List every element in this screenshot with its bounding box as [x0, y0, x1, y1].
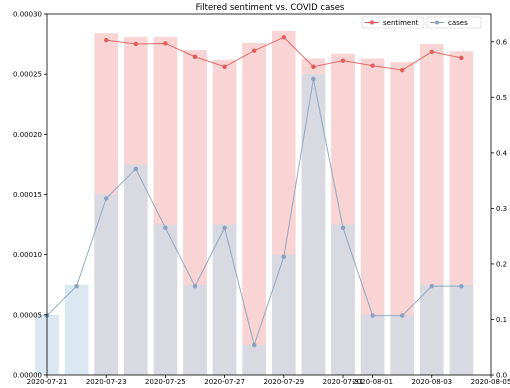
x-tick-label-1: 2020-07-23	[86, 378, 127, 386]
x-tick-label-5: 2020-07-31	[323, 378, 364, 386]
legend-label-sentiment: sentiment	[383, 19, 419, 27]
x-tick-label-8: 2020-08-05	[471, 378, 510, 386]
right-tick-label-1: 0.1	[496, 316, 507, 324]
chart-title: Filtered sentiment vs. COVID cases	[196, 3, 345, 13]
point-cases-9	[311, 76, 316, 82]
point-cases-11	[370, 313, 375, 318]
left-y-axis: 0.00000 0.00005 0.00010 0.00015 0.00020 0.000…	[13, 11, 47, 380]
left-tick-label-2: 0.00010	[13, 251, 42, 259]
bar-blue-6	[212, 224, 237, 375]
point-sentiment-0	[104, 37, 109, 43]
x-tick-label-3: 2020-07-27	[204, 378, 245, 386]
point-cases-7	[252, 342, 257, 348]
legend-marker-sentiment	[370, 20, 374, 25]
point-sentiment-8	[340, 58, 346, 63]
right-tick-label-5: 0.5	[496, 94, 507, 102]
left-tick-label-0: 0.00000	[13, 372, 42, 380]
legend-label-cases: cases	[448, 19, 468, 27]
point-sentiment-5	[252, 48, 257, 53]
point-sentiment-10	[400, 67, 405, 73]
point-cases-2	[104, 196, 109, 201]
x-tick-label-6: 2020-08-01	[352, 378, 393, 386]
right-tick-label-2: 0.2	[496, 260, 507, 268]
point-cases-13	[429, 283, 434, 289]
point-sentiment-2	[163, 41, 168, 46]
point-sentiment-4	[222, 64, 227, 69]
point-sentiment-6	[281, 35, 286, 40]
point-cases-5	[192, 283, 198, 289]
bar-blue-2	[94, 194, 119, 375]
lines-layer	[44, 35, 464, 348]
left-tick-label-4: 0.00020	[13, 131, 42, 139]
point-sentiment-9	[370, 63, 375, 68]
bar-blue-3	[123, 164, 148, 375]
bars-layer	[35, 30, 474, 376]
legend-box-cases	[426, 16, 482, 29]
left-tick-label-5: 0.00025	[13, 71, 42, 79]
x-tick-label-4: 2020-07-29	[263, 378, 304, 386]
right-y-axis: 0.0 0.1 0.2 0.3 0.4 0.5 0.6	[491, 38, 508, 380]
point-cases-3	[133, 166, 138, 172]
bar-blue-11	[360, 314, 385, 375]
left-tick-label-6: 0.00030	[13, 11, 42, 19]
bar-blue-10	[331, 224, 355, 375]
bar-blue-9	[301, 74, 326, 376]
x-tick-label-7: 2020-08-03	[411, 378, 452, 386]
bar-blue-14	[449, 284, 474, 375]
bar-pink-5	[242, 42, 267, 375]
legend: sentiment cases	[361, 16, 482, 29]
point-sentiment-11	[429, 49, 434, 54]
x-axis: 2020-07-21 2020-07-23 2020-07-25 2020-07-27…	[27, 375, 510, 386]
bar-blue-4	[153, 224, 178, 375]
point-sentiment-12	[459, 55, 464, 61]
x-tick-label-2: 2020-07-25	[145, 378, 186, 386]
bar-blue-12	[390, 314, 415, 375]
legend-box-sentiment	[361, 16, 425, 29]
bar-blue-13	[419, 284, 444, 375]
right-tick-label-0: 0.0	[496, 372, 507, 380]
legend-marker-cases	[435, 20, 439, 25]
point-cases-10	[340, 225, 346, 231]
right-tick-label-6: 0.6	[496, 38, 508, 46]
bar-blue-7	[242, 344, 267, 375]
bar-pink-10	[390, 62, 415, 375]
point-cases-1	[74, 283, 79, 289]
bar-blue-8	[271, 254, 296, 375]
point-sentiment-7	[311, 64, 316, 69]
point-cases-12	[400, 313, 405, 318]
x-tick-label-0: 2020-07-21	[27, 378, 68, 386]
point-cases-14	[459, 283, 464, 289]
point-cases-8	[281, 254, 286, 259]
point-cases-4	[163, 225, 168, 231]
point-cases-6	[222, 225, 227, 231]
point-sentiment-3	[192, 54, 198, 59]
left-tick-label-1: 0.00005	[13, 311, 42, 319]
right-tick-label-4: 0.4	[496, 149, 508, 157]
bar-pink-9	[360, 58, 385, 376]
left-tick-label-3: 0.00015	[13, 191, 42, 199]
point-sentiment-1	[133, 41, 138, 47]
right-tick-label-3: 0.3	[496, 205, 507, 213]
bar-blue-5	[183, 284, 207, 375]
bar-blue-1	[64, 284, 89, 375]
